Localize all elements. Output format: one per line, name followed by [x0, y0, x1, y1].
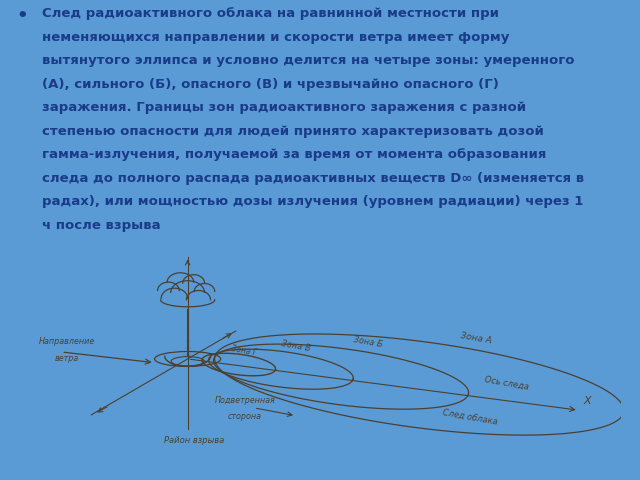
Text: Направление: Направление	[39, 337, 95, 346]
Text: вытянутого эллипса и условно делится на четыре зоны: умеренного: вытянутого эллипса и условно делится на …	[42, 54, 574, 67]
Text: •: •	[16, 8, 28, 25]
Text: радах), или мощностью дозы излучения (уровнем радиации) через 1: радах), или мощностью дозы излучения (ур…	[42, 195, 583, 208]
Text: Ось следа: Ось следа	[484, 375, 529, 392]
Text: гамма-излучения, получаемой за время от момента образования: гамма-излучения, получаемой за время от …	[42, 148, 546, 161]
Text: Зона Б: Зона Б	[353, 335, 383, 348]
Text: неменяющихся направлении и скорости ветра имеет форму: неменяющихся направлении и скорости ветр…	[42, 31, 509, 44]
Text: Зона В: Зона В	[280, 339, 311, 353]
Text: След радиоактивного облака на равнинной местности при: След радиоактивного облака на равнинной …	[42, 8, 499, 21]
Text: Зона A: Зона A	[460, 332, 493, 346]
Text: заражения. Границы зон радиоактивного заражения с разной: заражения. Границы зон радиоактивного за…	[42, 101, 525, 114]
Text: ветра: ветра	[55, 354, 79, 363]
Text: (А), сильного (Б), опасного (В) и чрезвычайно опасного (Г): (А), сильного (Б), опасного (В) и чрезвы…	[42, 78, 499, 91]
Text: ч после взрыва: ч после взрыва	[42, 219, 160, 232]
Text: Район взрыва: Район взрыва	[164, 436, 224, 445]
Text: След облака: След облака	[442, 408, 499, 426]
Text: Зона Г: Зона Г	[231, 344, 258, 357]
Text: X: X	[584, 396, 591, 407]
Text: Подветренная: Подветренная	[214, 396, 275, 405]
Text: следа до полного распада радиоактивных веществ D∞ (изменяется в: следа до полного распада радиоактивных в…	[42, 172, 584, 185]
Text: сторона: сторона	[228, 412, 262, 421]
Text: степенью опасности для людей принято характеризовать дозой: степенью опасности для людей принято хар…	[42, 125, 543, 138]
